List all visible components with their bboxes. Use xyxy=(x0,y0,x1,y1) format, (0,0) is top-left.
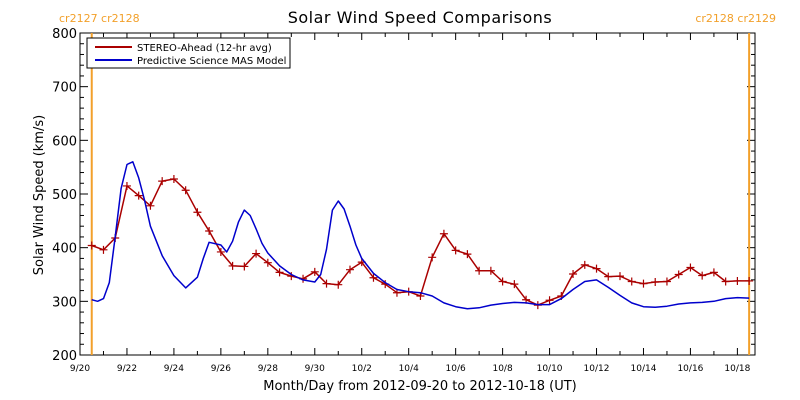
data-point-marker xyxy=(733,276,742,285)
data-point-marker xyxy=(721,277,730,286)
x-tick-label: 9/30 xyxy=(305,364,325,374)
x-tick-label: 10/18 xyxy=(724,364,750,374)
data-point-marker xyxy=(146,201,155,210)
data-point-marker xyxy=(709,268,718,277)
data-point-marker xyxy=(205,227,214,236)
data-point-marker xyxy=(240,262,249,271)
x-tick-label: 10/16 xyxy=(677,364,703,374)
data-point-marker xyxy=(498,277,507,286)
legend: STEREO-Ahead (12-hr avg) Predictive Scie… xyxy=(86,37,291,69)
data-point-marker xyxy=(346,265,354,274)
data-point-marker xyxy=(322,279,331,288)
data-point-marker xyxy=(158,177,167,186)
data-point-marker xyxy=(193,208,202,217)
carrington-label-left: cr2127 cr2128 xyxy=(59,12,140,25)
data-point-marker xyxy=(181,186,190,195)
data-point-marker xyxy=(99,245,108,254)
data-point-marker xyxy=(439,229,448,238)
data-point-marker xyxy=(604,272,613,281)
carrington-label-right: cr2128 cr2129 xyxy=(695,12,776,25)
data-point-marker xyxy=(545,296,554,305)
x-axis-label: Month/Day from 2012-09-20 to 2012-10-18 … xyxy=(263,379,576,394)
data-point-marker xyxy=(580,260,589,269)
x-tick-label: 10/8 xyxy=(492,364,512,374)
data-point-marker xyxy=(369,273,378,282)
data-point-marker xyxy=(310,267,319,276)
data-point-marker xyxy=(252,249,261,258)
y-tick-label: 300 xyxy=(52,295,77,310)
data-point-marker xyxy=(334,280,343,289)
data-point-marker xyxy=(228,261,237,270)
series-line-0 xyxy=(91,178,750,306)
x-tick-label: 9/26 xyxy=(211,364,231,374)
x-tick-label: 10/6 xyxy=(446,364,466,374)
y-tick-label: 600 xyxy=(52,134,77,149)
y-axis: 200 300 400 500 600 700 800 xyxy=(52,27,755,364)
x-tick-label: 10/2 xyxy=(352,364,372,374)
data-point-marker xyxy=(463,250,472,259)
x-tick-label: 9/22 xyxy=(117,364,137,374)
data-point-marker xyxy=(87,241,96,250)
y-tick-label: 200 xyxy=(52,349,77,364)
data-point-marker xyxy=(686,263,695,272)
data-point-marker xyxy=(263,258,272,267)
x-tick-label: 9/28 xyxy=(258,364,278,374)
y-tick-label: 500 xyxy=(52,188,77,203)
legend-label-stereo: STEREO-Ahead (12-hr avg) xyxy=(137,43,272,54)
series-layer xyxy=(87,161,754,310)
x-tick-label: 10/14 xyxy=(631,364,657,374)
chart-title: Solar Wind Speed Comparisons xyxy=(288,8,553,27)
x-tick-label: 9/20 xyxy=(70,364,90,374)
y-tick-label: 700 xyxy=(52,81,77,96)
y-tick-label: 800 xyxy=(52,27,77,42)
data-point-marker xyxy=(569,269,578,278)
data-point-marker xyxy=(639,279,648,288)
y-tick-label: 400 xyxy=(52,242,77,257)
x-tick-label: 10/10 xyxy=(537,364,563,374)
data-point-marker xyxy=(662,277,671,286)
x-tick-label: 10/4 xyxy=(399,364,419,374)
data-point-marker xyxy=(169,174,178,183)
y-axis-label: Solar Wind Speed (km/s) xyxy=(32,115,47,275)
data-point-marker xyxy=(216,247,225,256)
data-point-marker xyxy=(486,266,495,275)
data-point-marker xyxy=(674,270,683,279)
x-axis: 9/20 9/22 9/24 9/26 9/28 9/30 10/2 10/4 10/6 10/8… xyxy=(70,33,751,374)
data-point-marker xyxy=(616,272,624,281)
data-point-marker xyxy=(510,280,519,289)
data-point-marker xyxy=(134,191,143,200)
data-point-marker xyxy=(651,278,660,287)
data-point-marker xyxy=(451,246,460,255)
data-point-marker xyxy=(698,271,707,280)
legend-label-mas-model: Predictive Science MAS Model xyxy=(137,56,286,67)
x-tick-label: 10/12 xyxy=(584,364,610,374)
data-point-marker xyxy=(275,268,284,277)
data-point-marker xyxy=(122,181,131,190)
series-line-1 xyxy=(91,161,750,310)
x-tick-label: 9/24 xyxy=(164,364,184,374)
carrington-markers xyxy=(90,33,751,355)
data-point-marker xyxy=(428,253,437,262)
legend-box xyxy=(86,37,291,69)
data-point-marker xyxy=(592,264,601,273)
data-point-marker xyxy=(745,276,754,285)
data-point-marker xyxy=(475,266,484,275)
data-point-marker xyxy=(627,277,636,286)
